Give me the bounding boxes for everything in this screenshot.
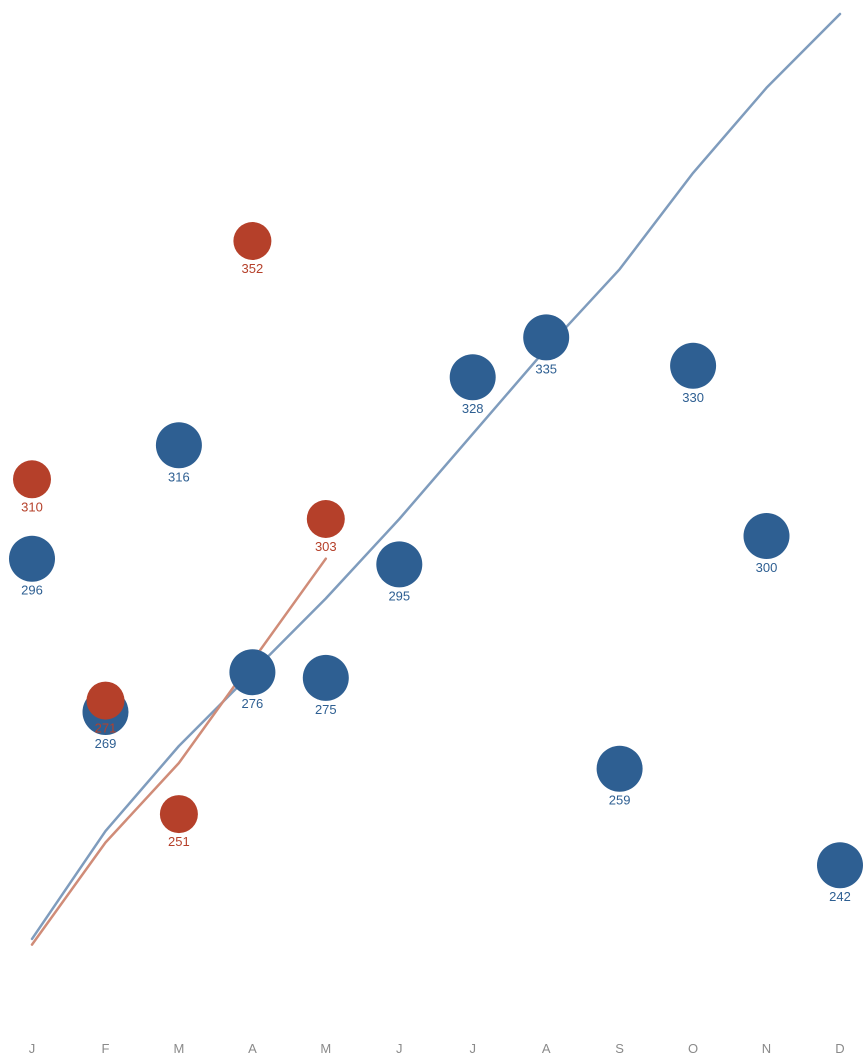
data-point-s2-4 <box>306 500 345 538</box>
data-point-s1-2 <box>155 422 202 469</box>
data-point-s2-3 <box>233 222 272 260</box>
data-label-s1-4: 275 <box>315 702 337 717</box>
data-label-s2-1: 271 <box>95 721 117 736</box>
trend-line-2 <box>30 557 328 946</box>
data-label-s1-7: 335 <box>535 361 557 376</box>
trend-line-1 <box>30 12 842 941</box>
x-tick-label-2: M <box>173 1041 184 1056</box>
data-label-s1-9: 330 <box>682 390 704 405</box>
x-tick-label-0: J <box>29 1041 36 1056</box>
data-label-s1-0: 296 <box>21 583 43 598</box>
data-label-s1-10: 300 <box>756 560 778 575</box>
data-point-s1-10 <box>743 513 790 559</box>
data-label-s1-8: 259 <box>609 793 631 808</box>
x-tick-label-7: A <box>542 1041 551 1056</box>
data-point-s1-9 <box>670 342 717 389</box>
data-label-s1-3: 276 <box>242 696 264 711</box>
trend-lines <box>30 12 842 946</box>
data-point-s1-4 <box>302 654 349 701</box>
data-point-s1-8 <box>596 745 643 792</box>
data-label-s2-4: 303 <box>315 539 337 554</box>
data-label-s1-5: 295 <box>388 588 410 603</box>
x-tick-label-4: M <box>320 1041 331 1056</box>
data-point-s2-1 <box>86 681 125 720</box>
data-point-s1-5 <box>376 541 423 588</box>
x-tick-label-10: N <box>762 1041 771 1056</box>
data-point-s1-6 <box>449 354 496 401</box>
data-label-s2-2: 251 <box>168 834 190 849</box>
data-label-s1-2: 316 <box>168 469 190 484</box>
data-labels: 296 269 316 276 275 295 328 335 259 330 300 242 310 2… <box>21 261 851 904</box>
data-point-s1-11 <box>817 842 863 889</box>
data-label-s1-6: 328 <box>462 401 484 416</box>
x-tick-label-6: J <box>469 1041 476 1056</box>
data-point-s1-7 <box>523 314 570 361</box>
x-tick-label-5: J <box>396 1041 403 1056</box>
x-tick-label-8: S <box>615 1041 624 1056</box>
data-point-s2-2 <box>159 795 198 834</box>
data-point-s1-3 <box>229 649 276 696</box>
data-point-s1-0 <box>9 535 55 582</box>
data-point-s2-0 <box>13 460 51 499</box>
data-label-s2-3: 352 <box>242 261 264 276</box>
x-tick-label-11: D <box>835 1041 844 1056</box>
data-points <box>9 222 863 889</box>
x-tick-label-1: F <box>102 1041 110 1056</box>
x-tick-label-3: A <box>248 1041 257 1056</box>
x-tick-label-9: O <box>688 1041 698 1056</box>
data-label-s1-1: 269 <box>95 736 117 751</box>
data-label-s1-11: 242 <box>829 889 851 904</box>
data-label-s2-0: 310 <box>21 499 43 514</box>
